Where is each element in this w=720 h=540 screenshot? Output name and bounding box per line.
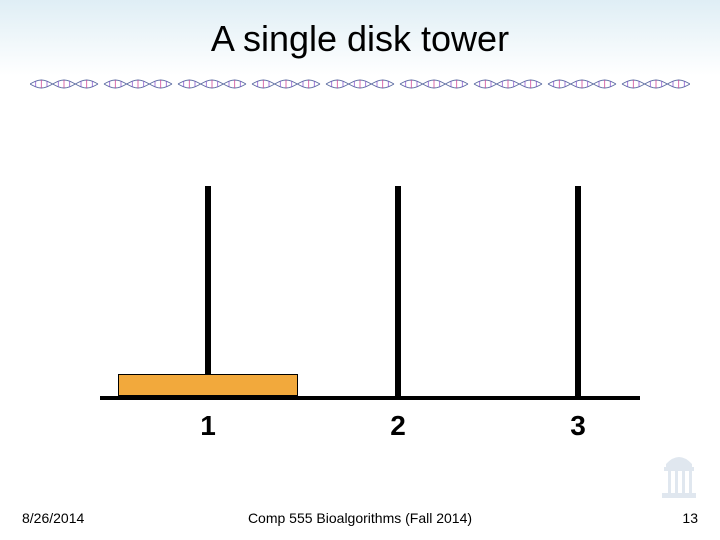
slide-title: A single disk tower (0, 18, 720, 60)
disk-1 (118, 374, 298, 396)
peg-3 (575, 186, 581, 396)
base-line (100, 396, 640, 400)
dna-divider (30, 78, 690, 90)
footer-course: Comp 555 Bioalgorithms (Fall 2014) (0, 510, 720, 526)
hanoi-diagram (100, 170, 640, 400)
peg-label-3: 3 (563, 410, 593, 442)
peg-2 (395, 186, 401, 396)
peg-label-1: 1 (193, 410, 223, 442)
unc-logo-icon (656, 450, 702, 500)
peg-label-2: 2 (383, 410, 413, 442)
slide: A single disk tower 8/26/2014 Comp 555 B… (0, 0, 720, 540)
footer-page-number: 13 (682, 510, 698, 526)
peg-1 (205, 186, 211, 396)
